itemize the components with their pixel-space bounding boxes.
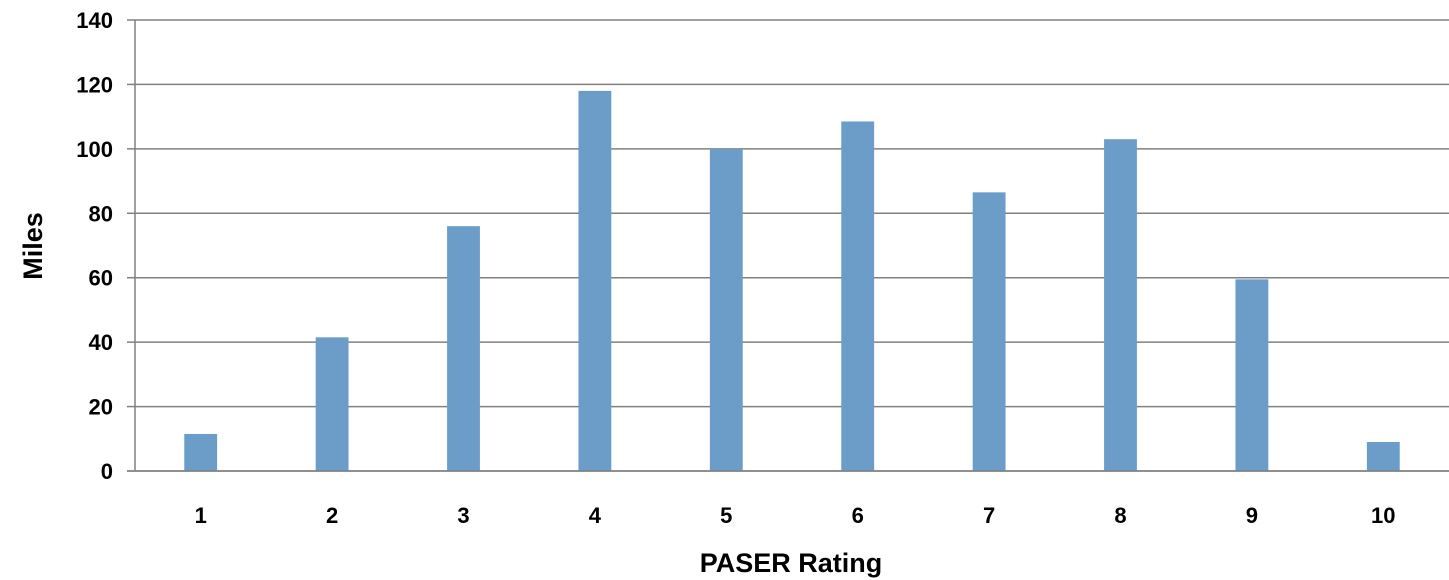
x-tick-label: 2 [326, 503, 338, 528]
x-tick-label: 1 [195, 503, 207, 528]
y-tick-label: 100 [76, 137, 113, 162]
x-tick-label: 8 [1114, 503, 1126, 528]
bar-rating-6 [841, 121, 875, 471]
y-tick-label: 20 [89, 395, 113, 420]
y-axis-title: Miles [18, 212, 48, 280]
bar-rating-3 [447, 226, 480, 471]
bar-rating-8 [1104, 139, 1137, 471]
x-tick-label: 3 [457, 503, 469, 528]
bar-rating-9 [1235, 279, 1269, 471]
x-tick-label: 5 [720, 503, 732, 528]
y-tick-label: 140 [76, 8, 113, 33]
x-axis-title: PASER Rating [700, 548, 883, 578]
y-tick-label: 40 [89, 330, 113, 355]
bar-rating-4 [578, 90, 612, 471]
y-tick-labels: 0 20 40 60 80 100 120 140 [76, 8, 113, 484]
bar-rating-10 [1366, 442, 1400, 471]
bars [184, 90, 1400, 471]
gridlines [135, 19, 1449, 472]
y-tick-label: 60 [89, 266, 113, 291]
x-tick-label: 4 [589, 503, 602, 528]
bar-rating-1 [184, 433, 218, 471]
y-tick-label: 120 [76, 72, 113, 97]
x-tick-label: 6 [852, 503, 864, 528]
bar-rating-5 [709, 148, 743, 471]
bar-rating-2 [315, 337, 349, 471]
x-tick-label: 7 [983, 503, 995, 528]
y-tick-label: 0 [101, 459, 113, 484]
bar-rating-7 [972, 192, 1006, 471]
x-tick-labels: 1 2 3 4 5 6 7 8 9 10 [195, 503, 1396, 528]
x-tick-label: 10 [1371, 503, 1395, 528]
axes [127, 19, 1449, 472]
x-tick-label: 9 [1246, 503, 1258, 528]
y-tick-label: 80 [89, 201, 113, 226]
